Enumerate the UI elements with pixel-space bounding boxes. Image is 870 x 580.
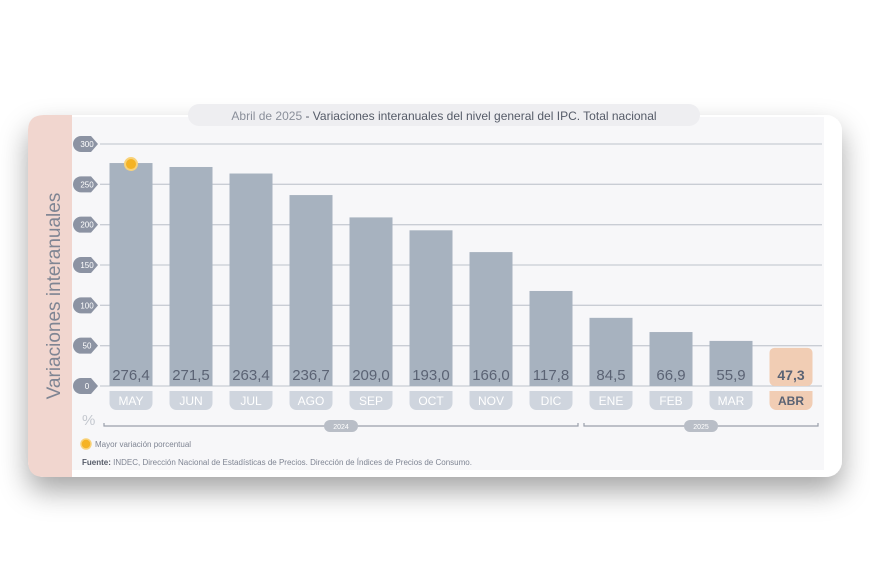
month-pill (529, 391, 573, 410)
source-note: Fuente: INDEC, Dirección Nacional de Est… (82, 458, 472, 467)
bar-abr (769, 347, 813, 386)
bar-ene (589, 317, 633, 386)
value-label: 66,9 (656, 367, 685, 384)
value-label: 84,5 (596, 367, 625, 384)
month-pill (229, 391, 273, 410)
x-tick-label: DIC (541, 394, 562, 408)
y-tick-label: 100 (80, 301, 94, 310)
bar-may (109, 163, 153, 386)
y-unit: % (82, 412, 95, 429)
y-tick-label: 50 (83, 342, 92, 351)
bar-jun (169, 166, 213, 386)
y-axis-label: Variaciones interanuales (44, 193, 65, 400)
bar-mar (709, 340, 753, 386)
bar-ago (289, 195, 333, 386)
y-tick-label: 200 (80, 221, 94, 230)
value-label: 193,0 (412, 367, 450, 384)
y-tick-badge (73, 378, 98, 394)
year-label: 2025 (693, 424, 709, 431)
x-tick-label: OCT (418, 394, 444, 408)
x-tick-label: JUN (179, 394, 202, 408)
bar-feb (649, 332, 693, 386)
month-pill (409, 391, 453, 410)
title-pill (188, 104, 700, 126)
value-label: 236,7 (292, 367, 330, 384)
year-label: 2024 (333, 424, 349, 431)
month-pill (289, 391, 333, 410)
month-pill (169, 391, 213, 410)
y-tick-label: 150 (80, 261, 94, 270)
year-pill (684, 420, 718, 432)
chart-title: Abril de 2025 - Variaciones interanuales… (231, 109, 656, 123)
x-tick-label: SEP (359, 394, 383, 408)
y-tick-badge (73, 176, 98, 193)
bar-jul (229, 173, 273, 386)
value-label: 276,4 (112, 367, 150, 384)
y-tick-label: 300 (80, 140, 94, 149)
y-tick-label: 0 (85, 382, 90, 391)
month-pill (769, 391, 813, 410)
value-label: 263,4 (232, 367, 270, 384)
month-pill (709, 391, 753, 410)
value-label: 209,0 (352, 367, 390, 384)
x-tick-label: ENE (599, 394, 624, 408)
value-label: 47,3 (777, 367, 804, 383)
y-tick-label: 250 (80, 180, 94, 189)
legend-marker-icon (80, 438, 92, 450)
bar-oct (409, 230, 453, 386)
x-tick-label: JUL (240, 394, 262, 408)
max-marker-icon (124, 157, 138, 172)
ylabel-strip (28, 115, 72, 477)
x-tick-label: FEB (659, 394, 682, 408)
y-tick-badge (73, 297, 98, 314)
bar-nov (469, 252, 513, 386)
y-tick-badge (73, 257, 98, 273)
x-tick-label: MAR (718, 394, 745, 408)
y-tick-badge (73, 337, 98, 354)
bar-sep (349, 217, 393, 386)
year-pill (324, 420, 358, 432)
value-label: 271,5 (172, 367, 210, 384)
value-label: 117,8 (533, 367, 569, 384)
bar-dic (529, 290, 573, 386)
x-tick-label: NOV (478, 394, 504, 408)
month-pill (109, 391, 153, 410)
x-tick-label: ABR (778, 394, 804, 408)
legend-label: Mayor variación porcentual (95, 440, 191, 449)
month-pill (589, 391, 633, 410)
y-tick-badge (73, 136, 98, 152)
month-pill (469, 391, 513, 410)
x-tick-label: AGO (298, 394, 325, 408)
value-label: 55,9 (716, 367, 745, 384)
month-pill (649, 391, 693, 410)
y-tick-badge (73, 216, 98, 233)
month-pill (349, 391, 393, 410)
value-label: 166,0 (472, 367, 510, 384)
x-tick-label: MAY (118, 394, 143, 408)
